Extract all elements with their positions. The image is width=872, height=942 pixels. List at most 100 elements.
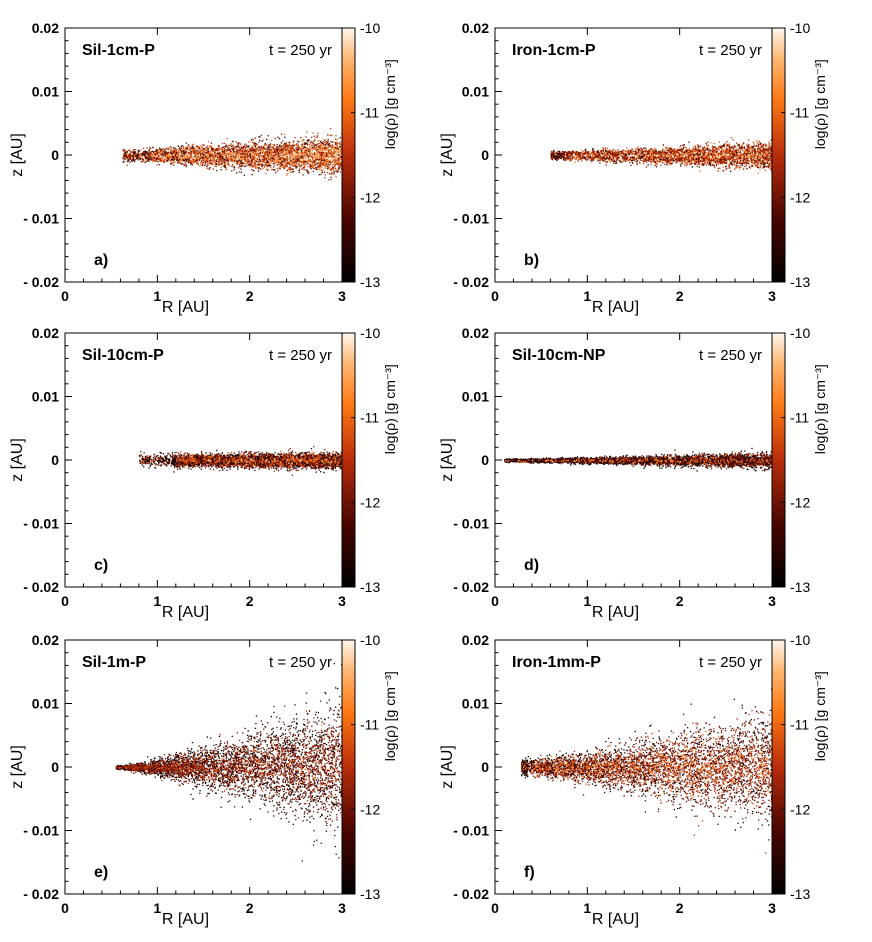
y-tick-label: 0.01 (462, 389, 489, 405)
y-axis-label: z [AU] (9, 133, 26, 177)
colorbar-tick-label: -12 (790, 189, 810, 205)
x-tick-label: 0 (61, 288, 69, 304)
particle-group (521, 703, 771, 831)
y-tick-label: - 0.01 (23, 823, 59, 839)
colorbar-tick-label: -11 (360, 717, 379, 733)
colorbar-tick-label: -10 (360, 325, 380, 341)
particle-cloud (139, 446, 342, 476)
colorbar (341, 639, 356, 895)
colorbar-tick-label: -13 (790, 274, 810, 290)
y-tick-label: 0.02 (32, 325, 59, 341)
colorbar-label: log(ρ) [g cm⁻³] (812, 671, 828, 761)
particle-group (141, 450, 342, 472)
y-tick-label: 0.02 (462, 20, 489, 36)
y-tick-label: - 0.01 (23, 211, 59, 227)
y-tick-label: - 0.02 (23, 274, 59, 290)
x-axis-label: R [AU] (162, 604, 209, 621)
particle-cloud (115, 663, 342, 862)
colorbar (771, 27, 786, 283)
particle-group (139, 451, 342, 476)
x-tick-label: 2 (246, 900, 254, 916)
colorbar-tick-label: -10 (790, 325, 810, 341)
particle-group (123, 133, 342, 176)
particle-group (553, 147, 772, 166)
panel-e: 0 1 2 3 - 0.02 - 0.01 0 0.01 0.02 R [AU] z [AU] Sil… (9, 632, 398, 928)
y-axis-label: z [AU] (439, 745, 456, 789)
y-tick-label: - 0.01 (453, 516, 489, 532)
colorbar-tick-label: -11 (790, 717, 809, 733)
x-tick-label: 2 (676, 900, 684, 916)
y-tick-label: - 0.02 (453, 274, 489, 290)
x-tick-label: 3 (338, 900, 346, 916)
particle-group (709, 459, 711, 461)
colorbar-tick-label: -11 (790, 410, 809, 426)
particle-group (522, 688, 772, 817)
y-tick-label: - 0.01 (453, 823, 489, 839)
colorbar (771, 639, 786, 895)
panel-title: Iron-1mm-P (512, 654, 601, 671)
colorbar-tick-label: -11 (790, 105, 809, 121)
panel-title: Sil-1m-P (82, 654, 146, 671)
panel-label: f) (524, 864, 535, 881)
panel-f: 0 1 2 3 - 0.02 - 0.01 0 0.01 0.02 R [AU] z [AU] Iro… (439, 632, 828, 928)
particle-group (521, 712, 772, 827)
x-tick-label: 0 (61, 593, 69, 609)
time-label: t = 250 yr (269, 347, 332, 364)
x-tick-label: 1 (153, 288, 161, 304)
colorbar-tick-label: -13 (790, 579, 810, 595)
y-tick-label: - 0.02 (23, 886, 59, 902)
y-axis-label: z [AU] (439, 438, 456, 482)
y-tick-label: 0.02 (462, 632, 489, 648)
panel-title: Sil-1cm-P (82, 42, 155, 59)
x-tick-label: 0 (491, 593, 499, 609)
panel-c: 0 1 2 3 - 0.02 - 0.01 0 0.01 0.02 R [AU] z [AU] Sil… (9, 325, 398, 621)
particle-group (115, 663, 342, 848)
particle-cloud (504, 447, 772, 472)
panel-label: d) (524, 557, 539, 574)
particle-cloud (520, 688, 772, 854)
colorbar-tick-label: -12 (360, 801, 380, 817)
x-tick-label: 1 (153, 900, 161, 916)
colorbar-tick-label: -10 (360, 20, 380, 36)
x-tick-label: 2 (676, 593, 684, 609)
x-axis-label: R [AU] (162, 911, 209, 928)
x-tick-label: 2 (246, 288, 254, 304)
colorbar (771, 332, 786, 588)
x-axis-label: R [AU] (592, 911, 639, 928)
y-tick-label: 0 (481, 452, 489, 468)
panel-b: 0 1 2 3 - 0.02 - 0.01 0 0.01 0.02 R [AU] z [AU] Iro… (439, 20, 828, 316)
y-tick-label: 0.02 (32, 632, 59, 648)
colorbar-label: log(ρ) [g cm⁻³] (382, 671, 398, 761)
time-label: t = 250 yr (699, 654, 762, 671)
particle-group (115, 705, 342, 832)
x-tick-label: 0 (491, 288, 499, 304)
particle-group (119, 733, 342, 802)
y-axis-label: z [AU] (439, 133, 456, 177)
particle-group (135, 142, 342, 169)
x-tick-label: 1 (153, 593, 161, 609)
x-tick-label: 3 (338, 593, 346, 609)
x-tick-label: 3 (768, 900, 776, 916)
particle-group (505, 459, 641, 462)
time-label: t = 250 yr (699, 42, 762, 59)
particle-group (504, 451, 772, 470)
y-tick-label: 0.02 (32, 20, 59, 36)
panel-title: Iron-1cm-P (512, 42, 596, 59)
particle-group (521, 709, 772, 854)
panel-d: 0 1 2 3 - 0.02 - 0.01 0 0.01 0.02 R [AU] z [AU] Sil… (439, 325, 828, 621)
particle-group (504, 447, 772, 472)
x-tick-label: 1 (583, 593, 591, 609)
colorbar-tick-label: -11 (360, 410, 379, 426)
y-axis-label: z [AU] (9, 745, 26, 789)
colorbar-tick-label: -11 (360, 105, 379, 121)
x-tick-label: 0 (61, 900, 69, 916)
x-tick-label: 2 (246, 593, 254, 609)
colorbar-tick-label: -13 (360, 886, 380, 902)
y-tick-label: 0.02 (462, 325, 489, 341)
panel-label: b) (524, 252, 539, 269)
colorbar (341, 332, 356, 588)
colorbar (341, 27, 356, 283)
panel-title: Sil-10cm-P (82, 347, 164, 364)
colorbar-label: log(ρ) [g cm⁻³] (382, 364, 398, 454)
colorbar-tick-label: -12 (790, 801, 810, 817)
